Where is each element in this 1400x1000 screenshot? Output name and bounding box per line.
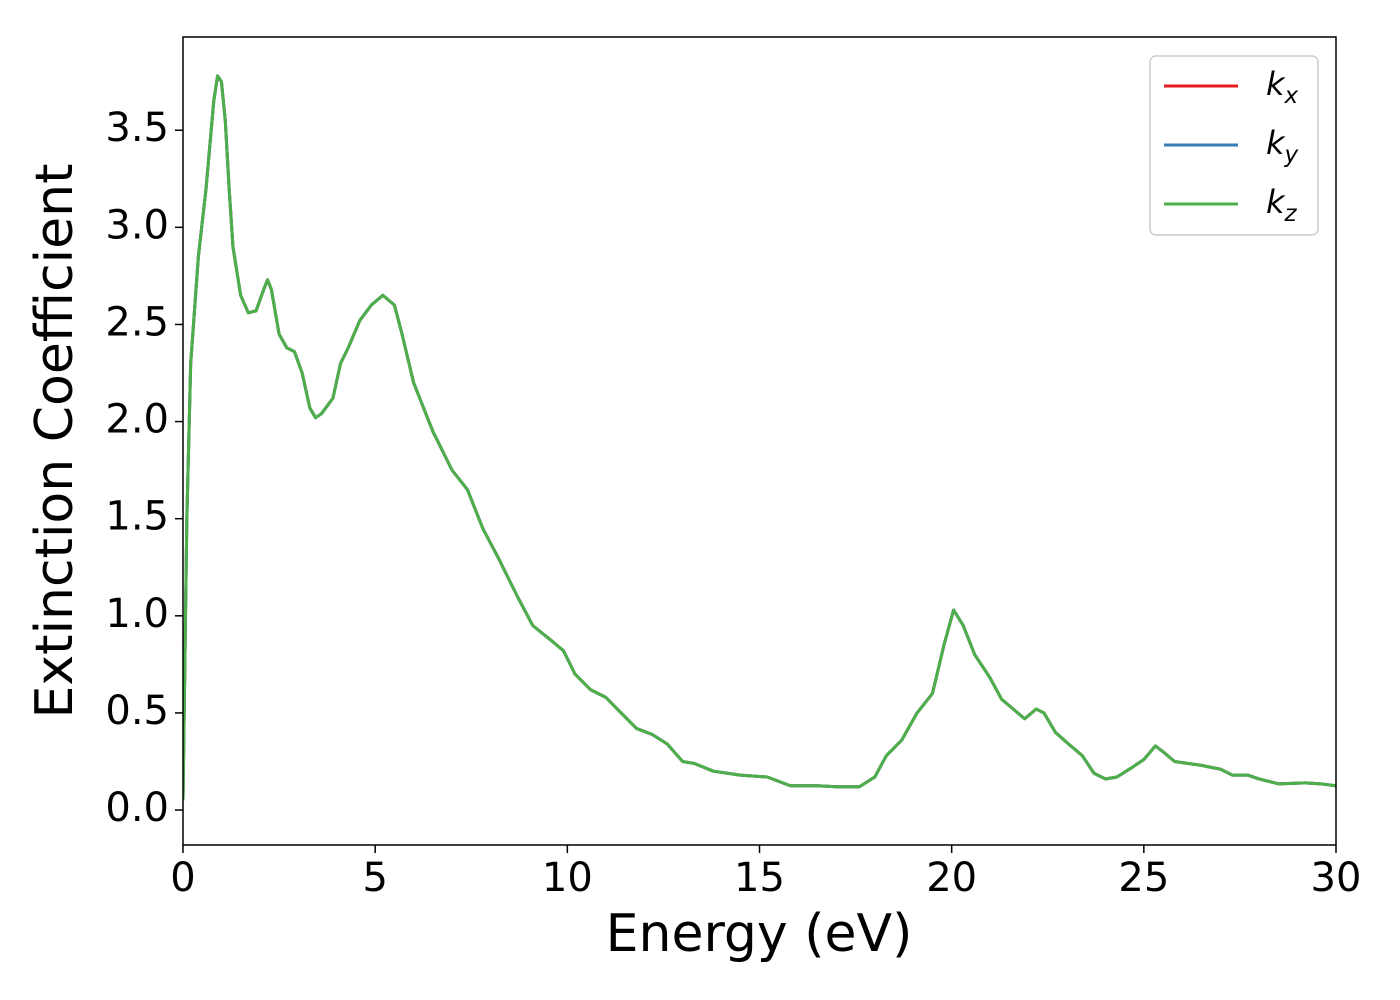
y-tick-label: 3.5 [105,105,169,151]
legend-label: ky [1266,124,1299,168]
y-tick-label: 2.0 [105,397,169,443]
x-axis-label: Energy (eV) [606,904,913,964]
x-tick-label: 0 [170,855,195,901]
plot-frame [182,36,1337,846]
legend-label: kz [1266,183,1298,227]
y-tick-label: 1.5 [105,494,169,540]
legend-label: kx [1266,65,1299,109]
x-tick-label: 15 [734,855,785,901]
y-tick-label: 1.0 [105,591,169,637]
y-axis-label: Extinction Coefficient [25,164,85,719]
y-tick-label: 0.0 [105,785,169,831]
series-line [183,74,1336,801]
x-tick-label: 5 [362,855,387,901]
y-tick-label: 0.5 [105,688,169,734]
y-tick-label: 2.5 [105,299,169,345]
x-tick-label: 30 [1311,855,1362,901]
plot-lines [183,74,1336,801]
x-tick-label: 10 [542,855,593,901]
x-tick-label: 25 [1118,855,1169,901]
y-tick-label: 3.0 [105,202,169,248]
x-tick-label: 20 [926,855,977,901]
